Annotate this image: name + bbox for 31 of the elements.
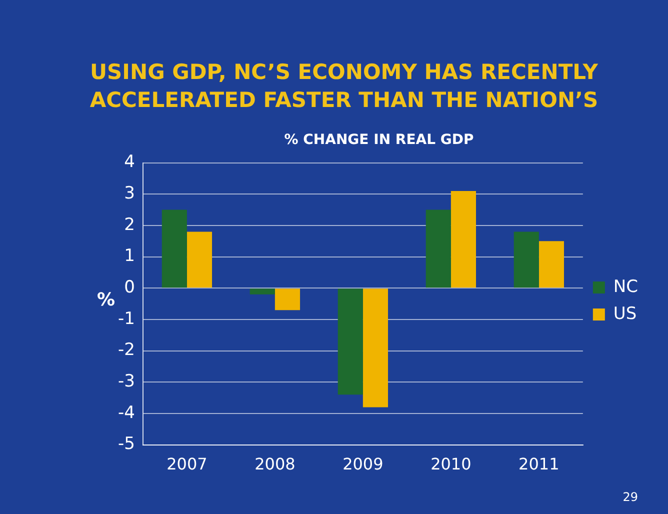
legend-label: US [613, 304, 637, 324]
text: 29 [622, 490, 638, 504]
chart-title: USING GDP, NC’S ECONOMY HAS RECENTLY ACCELERATED FASTER THAN THE NATION’S [88, 59, 600, 114]
y-tick-label: 1 [124, 246, 135, 266]
bar [362, 288, 388, 408]
y-tick-label: -5 [118, 434, 135, 454]
bar [538, 241, 564, 288]
legend-label: NC [613, 276, 638, 297]
bar [274, 288, 300, 310]
x-tick-label: 2011 [518, 454, 560, 474]
y-tick-label: -3 [118, 372, 135, 392]
y-tick-label: 4 [124, 152, 135, 172]
x-tick-label: 2010 [430, 454, 472, 474]
y-tick-label: -1 [118, 308, 135, 329]
y-tick-label: -2 [118, 340, 135, 360]
y-tick-label: 2 [124, 214, 135, 235]
bar [426, 210, 451, 288]
chart-subtitle: % CHANGE IN REAL GDP [284, 132, 474, 148]
y-tick-label: 3 [124, 184, 135, 204]
bar [250, 288, 275, 294]
y-tick-label: -4 [118, 402, 135, 423]
bar [162, 210, 187, 288]
x-tick-label: 2009 [342, 454, 384, 474]
bar [186, 232, 212, 288]
x-tick-label: 2008 [254, 454, 296, 474]
bar [450, 191, 476, 288]
bar [514, 232, 539, 288]
y-axis-title: % [96, 289, 116, 310]
bar [338, 288, 363, 395]
x-tick-label: 2007 [166, 454, 208, 474]
y-tick-label: 0 [124, 278, 135, 298]
